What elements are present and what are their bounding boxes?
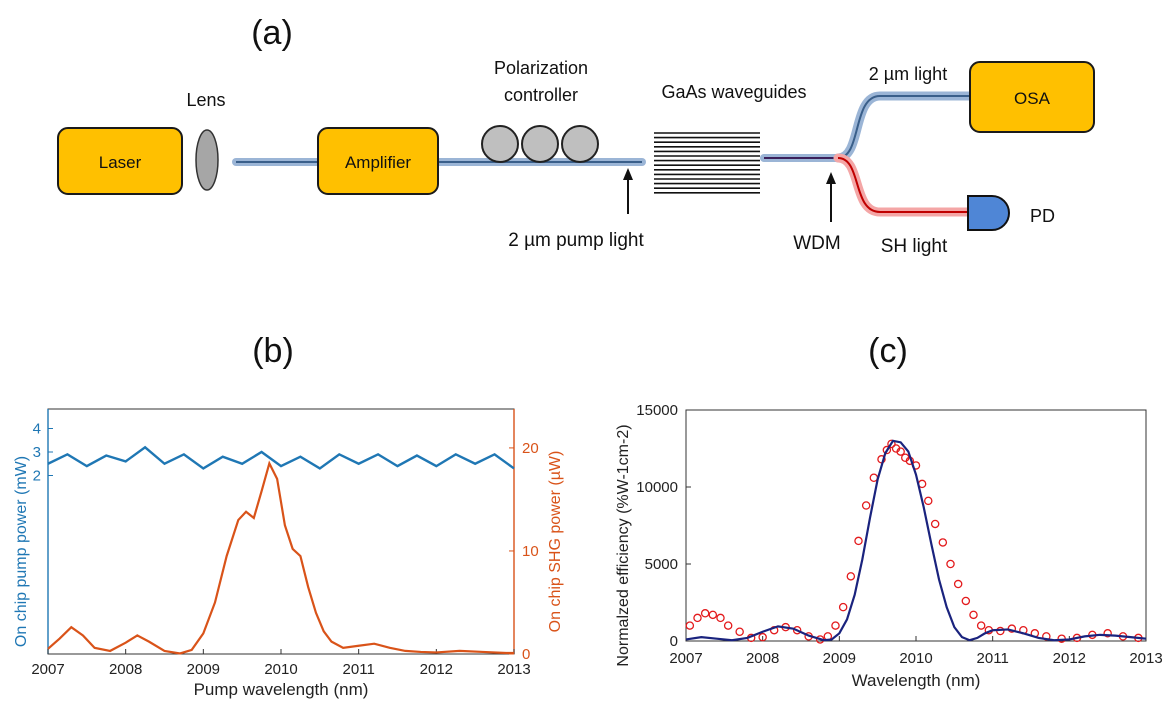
x-tick-label: 2007 (669, 650, 702, 667)
x-tick-label: 2007 (31, 661, 64, 678)
osa-label: OSA (1014, 89, 1051, 108)
x-axis-label: Pump wavelength (nm) (194, 680, 369, 699)
x-tick-label: 2010 (899, 650, 932, 667)
measured-point (735, 627, 744, 637)
y-tick-label: 5000 (645, 556, 678, 573)
waveguides-label: GaAs waveguides (661, 82, 806, 102)
y-tick-label: 15000 (636, 402, 678, 419)
photodetector-shape (967, 195, 1010, 231)
plot-frame (685, 409, 1147, 642)
measured-point (708, 610, 718, 620)
y-tick-label: 10000 (636, 479, 678, 496)
chart-c: 2007 2008 2009 2010 2011 2012 2013 0 5000 10000 15… (615, 402, 1163, 690)
measured-point (758, 632, 767, 642)
y-left-tick-label: 4 (33, 421, 41, 438)
fiber-sh-branch (833, 153, 975, 217)
measured-point (969, 610, 978, 620)
measured-point (882, 445, 892, 455)
measured-point (854, 536, 863, 546)
measured-point (723, 621, 733, 630)
fit-line (685, 439, 1147, 642)
x-tick-label: 2013 (497, 661, 530, 678)
waveguide-array (654, 132, 760, 194)
pump-arrow-head (623, 168, 633, 180)
polarization-label-line1: Polarization (494, 58, 588, 78)
setup-diagram: (a) Laser Lens Amplifier (57, 14, 1095, 257)
measured-point (685, 621, 695, 630)
x-tick-label: 2008 (109, 661, 142, 678)
x-tick-label: 2010 (264, 661, 297, 678)
amplifier-box (317, 127, 439, 195)
wdm-arrow-head (826, 172, 836, 184)
y-left-axis-label: On chip pump power (mW) (13, 456, 30, 647)
y-right-tick-label: 10 (522, 543, 539, 560)
pump-light-label: 2 µm pump light (508, 230, 644, 251)
amplifier-label: Amplifier (345, 153, 411, 172)
lens-label: Lens (186, 90, 225, 110)
laser-label: Laser (99, 153, 142, 172)
y-tick-label: 0 (670, 633, 678, 650)
light-2um-label: 2 µm light (869, 64, 947, 84)
measured-point (930, 519, 940, 529)
series-line-pump-power (47, 445, 515, 470)
measured-point (700, 609, 710, 618)
measured-point (693, 613, 702, 623)
y-left-tick-label: 3 (33, 444, 41, 461)
panel-label-c: (c) (868, 332, 908, 370)
measured-point (861, 501, 871, 510)
x-tick-label: 2008 (746, 650, 779, 667)
measured-point (961, 596, 971, 606)
polarization-paddle-1 (481, 125, 519, 163)
laser-box (57, 127, 183, 195)
y-left-tick-label: 2 (33, 468, 41, 485)
measured-point (946, 559, 955, 569)
x-tick-label: 2009 (823, 650, 856, 667)
y-axis-label: Normalzed efficiency (%W-1cm-2) (615, 424, 632, 666)
polarization-label-line2: controller (504, 85, 578, 105)
measured-point (792, 625, 802, 635)
series-line-shg-power (47, 460, 514, 655)
measured-point (938, 538, 948, 547)
lens-shape (195, 129, 219, 191)
polarization-paddle-2 (521, 125, 559, 163)
measured-point (953, 579, 963, 589)
sh-light-label: SH light (881, 236, 948, 257)
measured-point (887, 439, 896, 449)
x-tick-label: 2012 (1053, 650, 1086, 667)
measured-point (846, 572, 856, 581)
plot-frame (47, 408, 515, 655)
measured-point (831, 621, 840, 630)
measured-point (1103, 629, 1112, 638)
polarization-paddle-3 (561, 125, 599, 163)
x-tick-label: 2011 (343, 661, 375, 678)
x-tick-label: 2012 (420, 661, 453, 678)
osa-box (969, 61, 1095, 133)
measured-point (924, 496, 933, 506)
panel-label-b: (b) (252, 332, 294, 370)
chart-b: 2007 2008 2009 2010 2011 2012 2013 2 3 4 0 10 20 Pump… (13, 408, 564, 699)
measured-point (838, 602, 848, 612)
y-right-axis-label: On chip SHG power (µW) (547, 451, 564, 633)
y-right-tick-label: 20 (522, 440, 539, 457)
wdm-label: WDM (793, 233, 840, 254)
fiber-2um-branch (833, 91, 977, 163)
measured-point (716, 613, 725, 623)
x-tick-label: 2009 (187, 661, 220, 678)
panel-label-a: (a) (251, 14, 293, 52)
measured-point (976, 621, 986, 630)
x-tick-label: 2013 (1129, 650, 1162, 667)
x-tick-label: 2011 (977, 650, 1009, 667)
x-axis-label: Wavelength (nm) (852, 671, 981, 690)
measured-point (896, 447, 905, 456)
y-right-tick-label: 0 (522, 646, 530, 663)
pd-label: PD (1030, 206, 1055, 226)
